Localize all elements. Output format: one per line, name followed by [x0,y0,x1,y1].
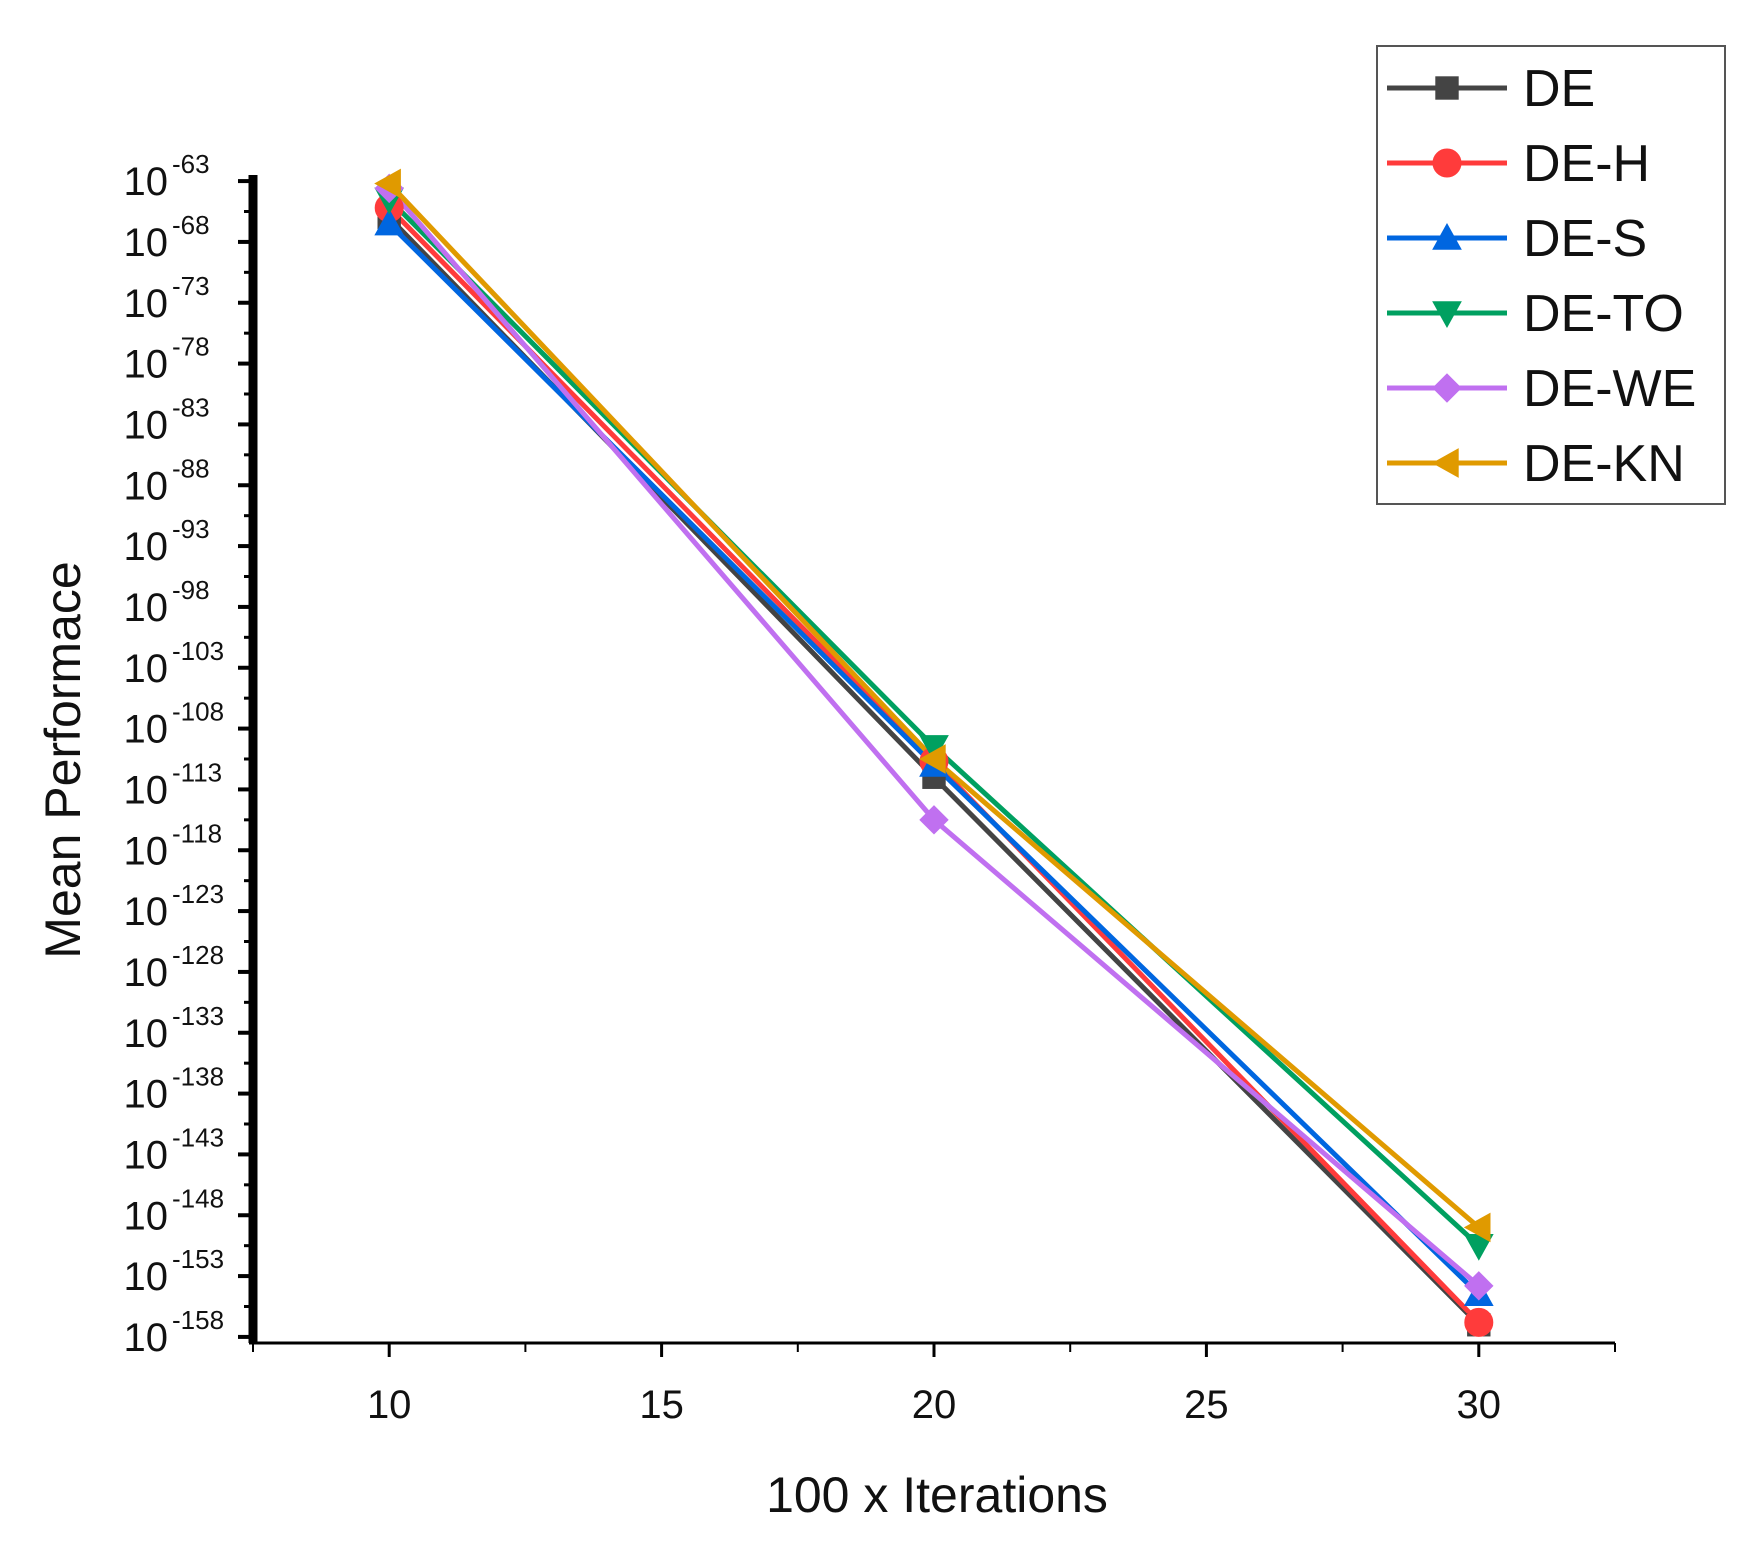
y-tick-label: 10 -148 [124,1183,225,1238]
y-tick-label: 10 -143 [124,1122,225,1177]
y-tick-label: 10 -83 [124,392,210,447]
y-tick-label: 10 -98 [124,575,210,630]
y-tick-label: 10 -153 [124,1244,225,1299]
legend-marker [1432,222,1462,250]
x-axis-title: 100 x Iterations [766,1467,1108,1523]
data-point-de-we [919,805,949,835]
legend-label: DE-WE [1523,360,1696,418]
legend-box [1376,45,1726,505]
y-tick-label: 10 -78 [124,332,210,387]
data-point-de-h [1464,1307,1494,1337]
y-tick-label: 10 -108 [124,697,225,752]
series-markers [374,168,1494,1337]
y-tick-label: 10 -133 [124,1001,225,1056]
legend-label: DE [1523,60,1595,118]
legend-marker [1432,373,1462,403]
legend-item-de-we: DE-WE [1387,360,1696,418]
y-tick-label: 10 -158 [124,1305,225,1360]
y-tick-label: 10 -68 [124,210,210,265]
x-tick-label: 20 [912,1383,957,1427]
y-axis-title: Mean Performace [35,561,91,958]
data-point-de-kn [374,168,401,199]
x-tick-label: 10 [367,1383,412,1427]
x-tick-label: 15 [639,1383,684,1427]
data-point-de-kn [918,744,946,774]
y-tick-label: 10 -128 [124,940,225,995]
legend-marker [1435,76,1459,100]
y-tick-label: 10 -113 [124,757,223,812]
x-tick-label: 30 [1457,1383,1502,1427]
legend-item-de-to: DE-TO [1387,285,1684,343]
y-tick-label: 10 -123 [124,879,225,934]
y-tick-label: 10 -118 [124,818,223,873]
data-point-de-we [1464,1271,1494,1301]
x-tick-label: 25 [1184,1383,1229,1427]
legend-marker [1432,301,1462,329]
y-tick-label: 10 -103 [124,636,225,691]
legend-label: DE-TO [1523,285,1684,343]
y-tick-label: 10 -88 [124,453,210,508]
data-point-de-kn [1463,1212,1491,1243]
legend-label: DE-H [1523,135,1650,193]
y-tick-label: 10 -138 [124,1062,225,1117]
legend-label: DE-S [1523,210,1647,268]
y-tick-label: 10 -73 [124,271,210,326]
legend-item-de-kn: DE-KN [1387,435,1685,493]
legend-marker [1432,148,1462,178]
y-tick-label: 10 -93 [124,514,210,569]
y-tick-label: 10 -63 [124,149,210,204]
legend-item-de-s: DE-S [1387,210,1647,268]
legend-item-de: DE [1387,60,1595,118]
legend-label: DE-KN [1523,435,1685,493]
legend-item-de-h: DE-H [1387,135,1650,193]
legend-marker [1431,448,1459,478]
legend: DE DE-H DE-S DE-TO DE-WE DE-KN [1376,45,1726,505]
data-point-de-s [374,208,405,236]
series-line-de-kn [387,181,1481,1230]
x-ticks: 10 15 20 25 30 [252,1343,1616,1427]
